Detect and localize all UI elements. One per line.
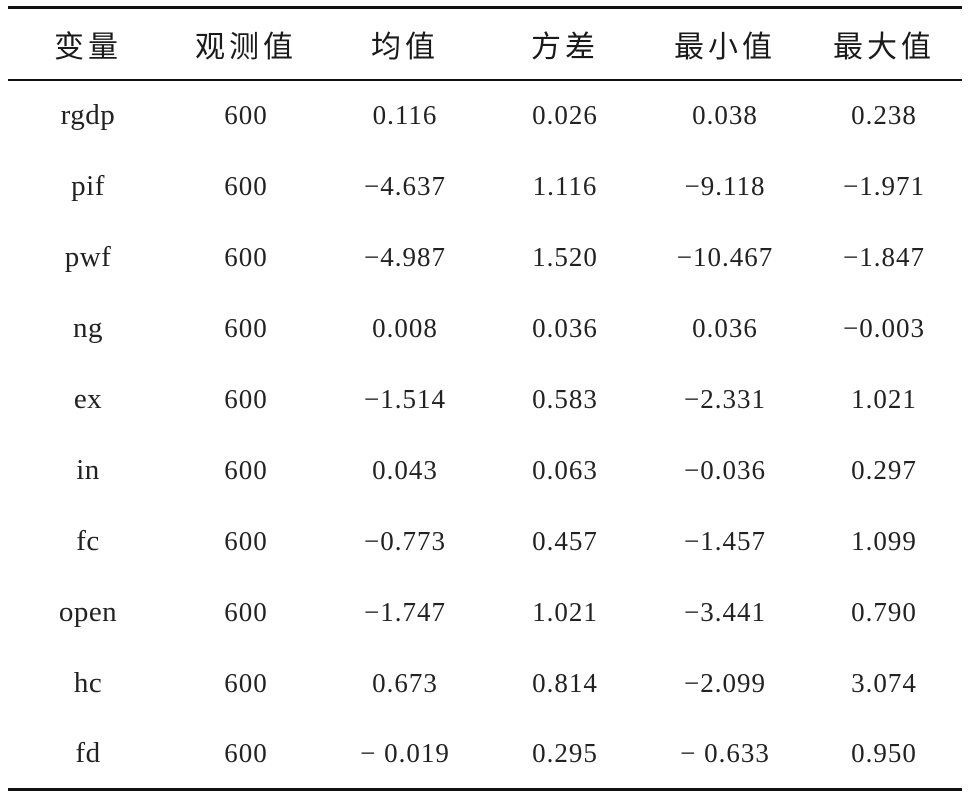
min-cell: 0.036 bbox=[692, 312, 758, 343]
mean-cell: −4.637 bbox=[364, 170, 446, 201]
table-row: hc 600 0.673 0.814 −2.099 3.074 bbox=[8, 648, 962, 719]
min-cell: − 0.633 bbox=[644, 718, 806, 791]
variable-cell: fc bbox=[76, 524, 100, 557]
max-cell: 3.074 bbox=[851, 667, 917, 698]
header-variable: 变量 bbox=[8, 6, 168, 81]
header-variance: 方差 bbox=[486, 6, 644, 81]
variable-cell: pwf bbox=[64, 240, 112, 273]
mean-cell: 0.043 bbox=[372, 454, 438, 485]
observations-cell: 600 bbox=[224, 100, 268, 130]
table-header: 变量 观测值 均值 方差 最小值 最大值 bbox=[8, 6, 962, 81]
mean-cell: −4.987 bbox=[364, 241, 446, 272]
table-row: fd 600− 0.019 0.295− 0.633 0.950 bbox=[8, 718, 962, 791]
descriptive-statistics-table: 变量 观测值 均值 方差 最小值 最大值 rgdp 600 0.116 0.026 0.… bbox=[8, 6, 962, 791]
table-row: pwf 600 −4.987 1.520 −10.467 −1.847 bbox=[8, 222, 962, 293]
min-cell: −1.457 bbox=[684, 525, 766, 556]
variance-cell: 0.036 bbox=[532, 312, 598, 343]
header-row: 变量 观测值 均值 方差 最小值 最大值 bbox=[8, 6, 962, 81]
min-cell: −0.036 bbox=[684, 454, 766, 485]
variance-cell: 1.116 bbox=[532, 170, 598, 201]
variance-cell: 0.583 bbox=[532, 383, 598, 414]
max-cell: 0.790 bbox=[851, 596, 917, 627]
variable-cell: ng bbox=[73, 311, 103, 344]
mean-cell: −1.514 bbox=[364, 383, 446, 414]
min-cell: −2.099 bbox=[684, 667, 766, 698]
observations-cell: 600 bbox=[224, 667, 268, 698]
min-cell: −9.118 bbox=[684, 170, 766, 201]
max-cell: 0.950 bbox=[806, 718, 962, 791]
table-row: rgdp 600 0.116 0.026 0.038 0.238 bbox=[8, 80, 962, 151]
table-row: ex 600 −1.514 0.583 −2.331 1.021 bbox=[8, 364, 962, 435]
min-cell: 0.038 bbox=[692, 100, 758, 130]
variable-cell: in bbox=[76, 453, 100, 486]
variance-cell: 1.520 bbox=[532, 241, 598, 272]
observations-cell: 600 bbox=[168, 718, 324, 791]
variance-cell: 0.026 bbox=[532, 100, 598, 130]
variable-cell: fd bbox=[8, 718, 168, 791]
observations-cell: 600 bbox=[224, 312, 268, 343]
header-mean: 均值 bbox=[324, 6, 486, 81]
max-cell: −1.971 bbox=[843, 170, 925, 201]
observations-cell: 600 bbox=[224, 241, 268, 272]
variable-cell: open bbox=[58, 595, 118, 628]
variable-cell: ex bbox=[73, 382, 103, 415]
variable-cell: pif bbox=[71, 169, 105, 202]
mean-cell: − 0.019 bbox=[324, 718, 486, 791]
variable-cell: rgdp bbox=[60, 99, 116, 131]
mean-cell: 0.008 bbox=[372, 312, 438, 343]
table-row: pif 600 −4.637 1.116 −9.118 −1.971 bbox=[8, 151, 962, 222]
max-cell: 1.021 bbox=[851, 383, 917, 414]
observations-cell: 600 bbox=[224, 170, 268, 201]
observations-cell: 600 bbox=[224, 525, 268, 556]
mean-cell: 0.673 bbox=[372, 667, 438, 698]
table-row: open 600 −1.747 1.021 −3.441 0.790 bbox=[8, 577, 962, 648]
header-max: 最大值 bbox=[806, 6, 962, 81]
observations-cell: 600 bbox=[224, 383, 268, 414]
mean-cell: −1.747 bbox=[364, 596, 446, 627]
table-body: rgdp 600 0.116 0.026 0.038 0.238 pif 600 −4.637 1… bbox=[8, 80, 962, 791]
variance-cell: 0.063 bbox=[532, 454, 598, 485]
variance-cell: 0.814 bbox=[532, 667, 598, 698]
mean-cell: 0.116 bbox=[372, 100, 438, 130]
max-cell: −1.847 bbox=[843, 241, 925, 272]
header-min: 最小值 bbox=[644, 6, 806, 81]
min-cell: −2.331 bbox=[684, 383, 766, 414]
variance-cell: 0.457 bbox=[532, 525, 598, 556]
variable-cell: hc bbox=[73, 666, 103, 699]
observations-cell: 600 bbox=[224, 454, 268, 485]
max-cell: 0.297 bbox=[851, 454, 917, 485]
mean-cell: −0.773 bbox=[364, 525, 446, 556]
max-cell: 1.099 bbox=[851, 525, 917, 556]
header-observations: 观测值 bbox=[168, 6, 324, 81]
min-cell: −3.441 bbox=[684, 596, 766, 627]
table-row: fc 600 −0.773 0.457 −1.457 1.099 bbox=[8, 506, 962, 577]
max-cell: 0.238 bbox=[851, 100, 917, 130]
max-cell: −0.003 bbox=[843, 312, 925, 343]
observations-cell: 600 bbox=[224, 596, 268, 627]
table-row: ng 600 0.008 0.036 0.036 −0.003 bbox=[8, 293, 962, 364]
table-row: in 600 0.043 0.063 −0.036 0.297 bbox=[8, 435, 962, 506]
min-cell: −10.467 bbox=[676, 241, 774, 272]
variance-cell: 0.295 bbox=[486, 718, 644, 791]
variance-cell: 1.021 bbox=[532, 596, 598, 627]
